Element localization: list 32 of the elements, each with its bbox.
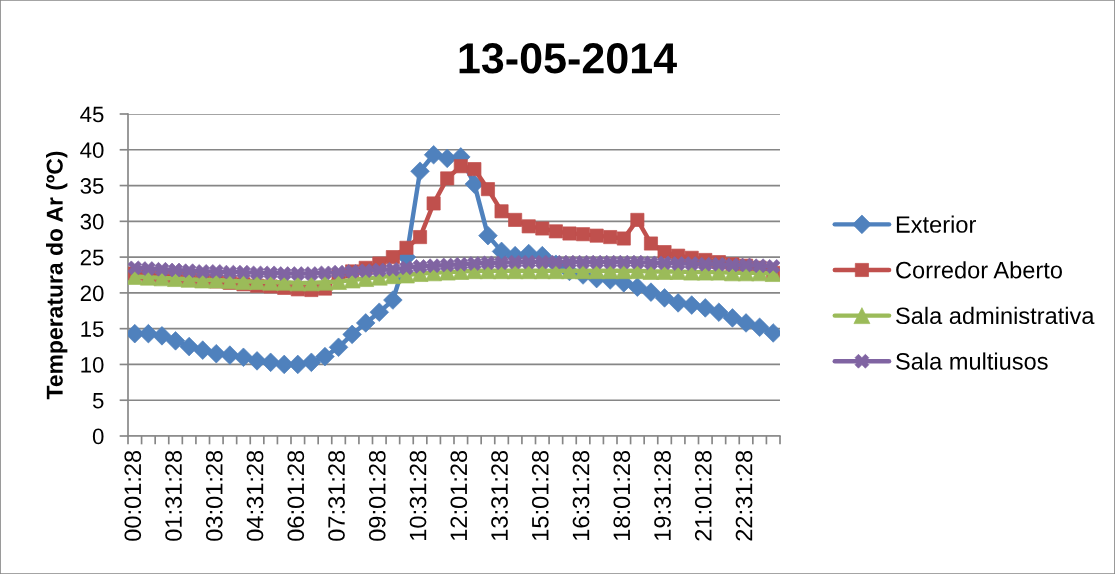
x-tick-label: 04:31:28 <box>246 450 264 541</box>
x-tick-label: 13:31:28 <box>491 450 508 540</box>
legend-label: Corredor Aberto <box>896 261 1062 279</box>
x-tick-label: 09:01:28 <box>368 450 386 541</box>
chart-title: 13-05-2014 <box>459 43 677 74</box>
y-tick-label: 35 <box>80 178 104 194</box>
x-tick-label: 12:01:28 <box>450 450 468 540</box>
y-tick-label: 0 <box>92 428 104 445</box>
x-tick-label: 15:01:28 <box>531 450 549 540</box>
x-tick-label: 00:01:28 <box>124 450 142 541</box>
y-tick-label: 40 <box>80 142 104 159</box>
x-tick-label: 21:01:28 <box>694 450 712 541</box>
x-tick-label: 01:31:28 <box>165 450 182 541</box>
x-tick-label: 18:01:28 <box>613 450 631 540</box>
y-axis-title: Temperatura do Ar (ºC) <box>46 151 68 400</box>
x-tick-label: 10:31:28 <box>409 450 427 540</box>
y-tick-label: 25 <box>80 249 104 266</box>
x-tick-label: 22:31:28 <box>735 450 753 541</box>
legend-label: Sala multiusos <box>896 352 1048 370</box>
x-tick-label: 06:01:28 <box>287 450 305 541</box>
x-tick-label: 16:31:28 <box>572 450 590 540</box>
y-tick-label: 20 <box>80 285 104 302</box>
x-tick-label: 07:31:28 <box>328 450 345 541</box>
y-tick-label: 5 <box>92 392 104 409</box>
y-tick-label: 30 <box>80 213 104 230</box>
x-tick-label: 03:01:28 <box>205 450 223 541</box>
y-tick-label: 15 <box>81 321 104 337</box>
y-tick-label: 45 <box>80 106 104 123</box>
x-tick-label: 19:31:28 <box>654 450 671 540</box>
legend-label: Sala administrativa <box>896 306 1095 325</box>
y-tick-label: 10 <box>81 356 104 373</box>
legend-label: Exterior <box>896 215 976 233</box>
